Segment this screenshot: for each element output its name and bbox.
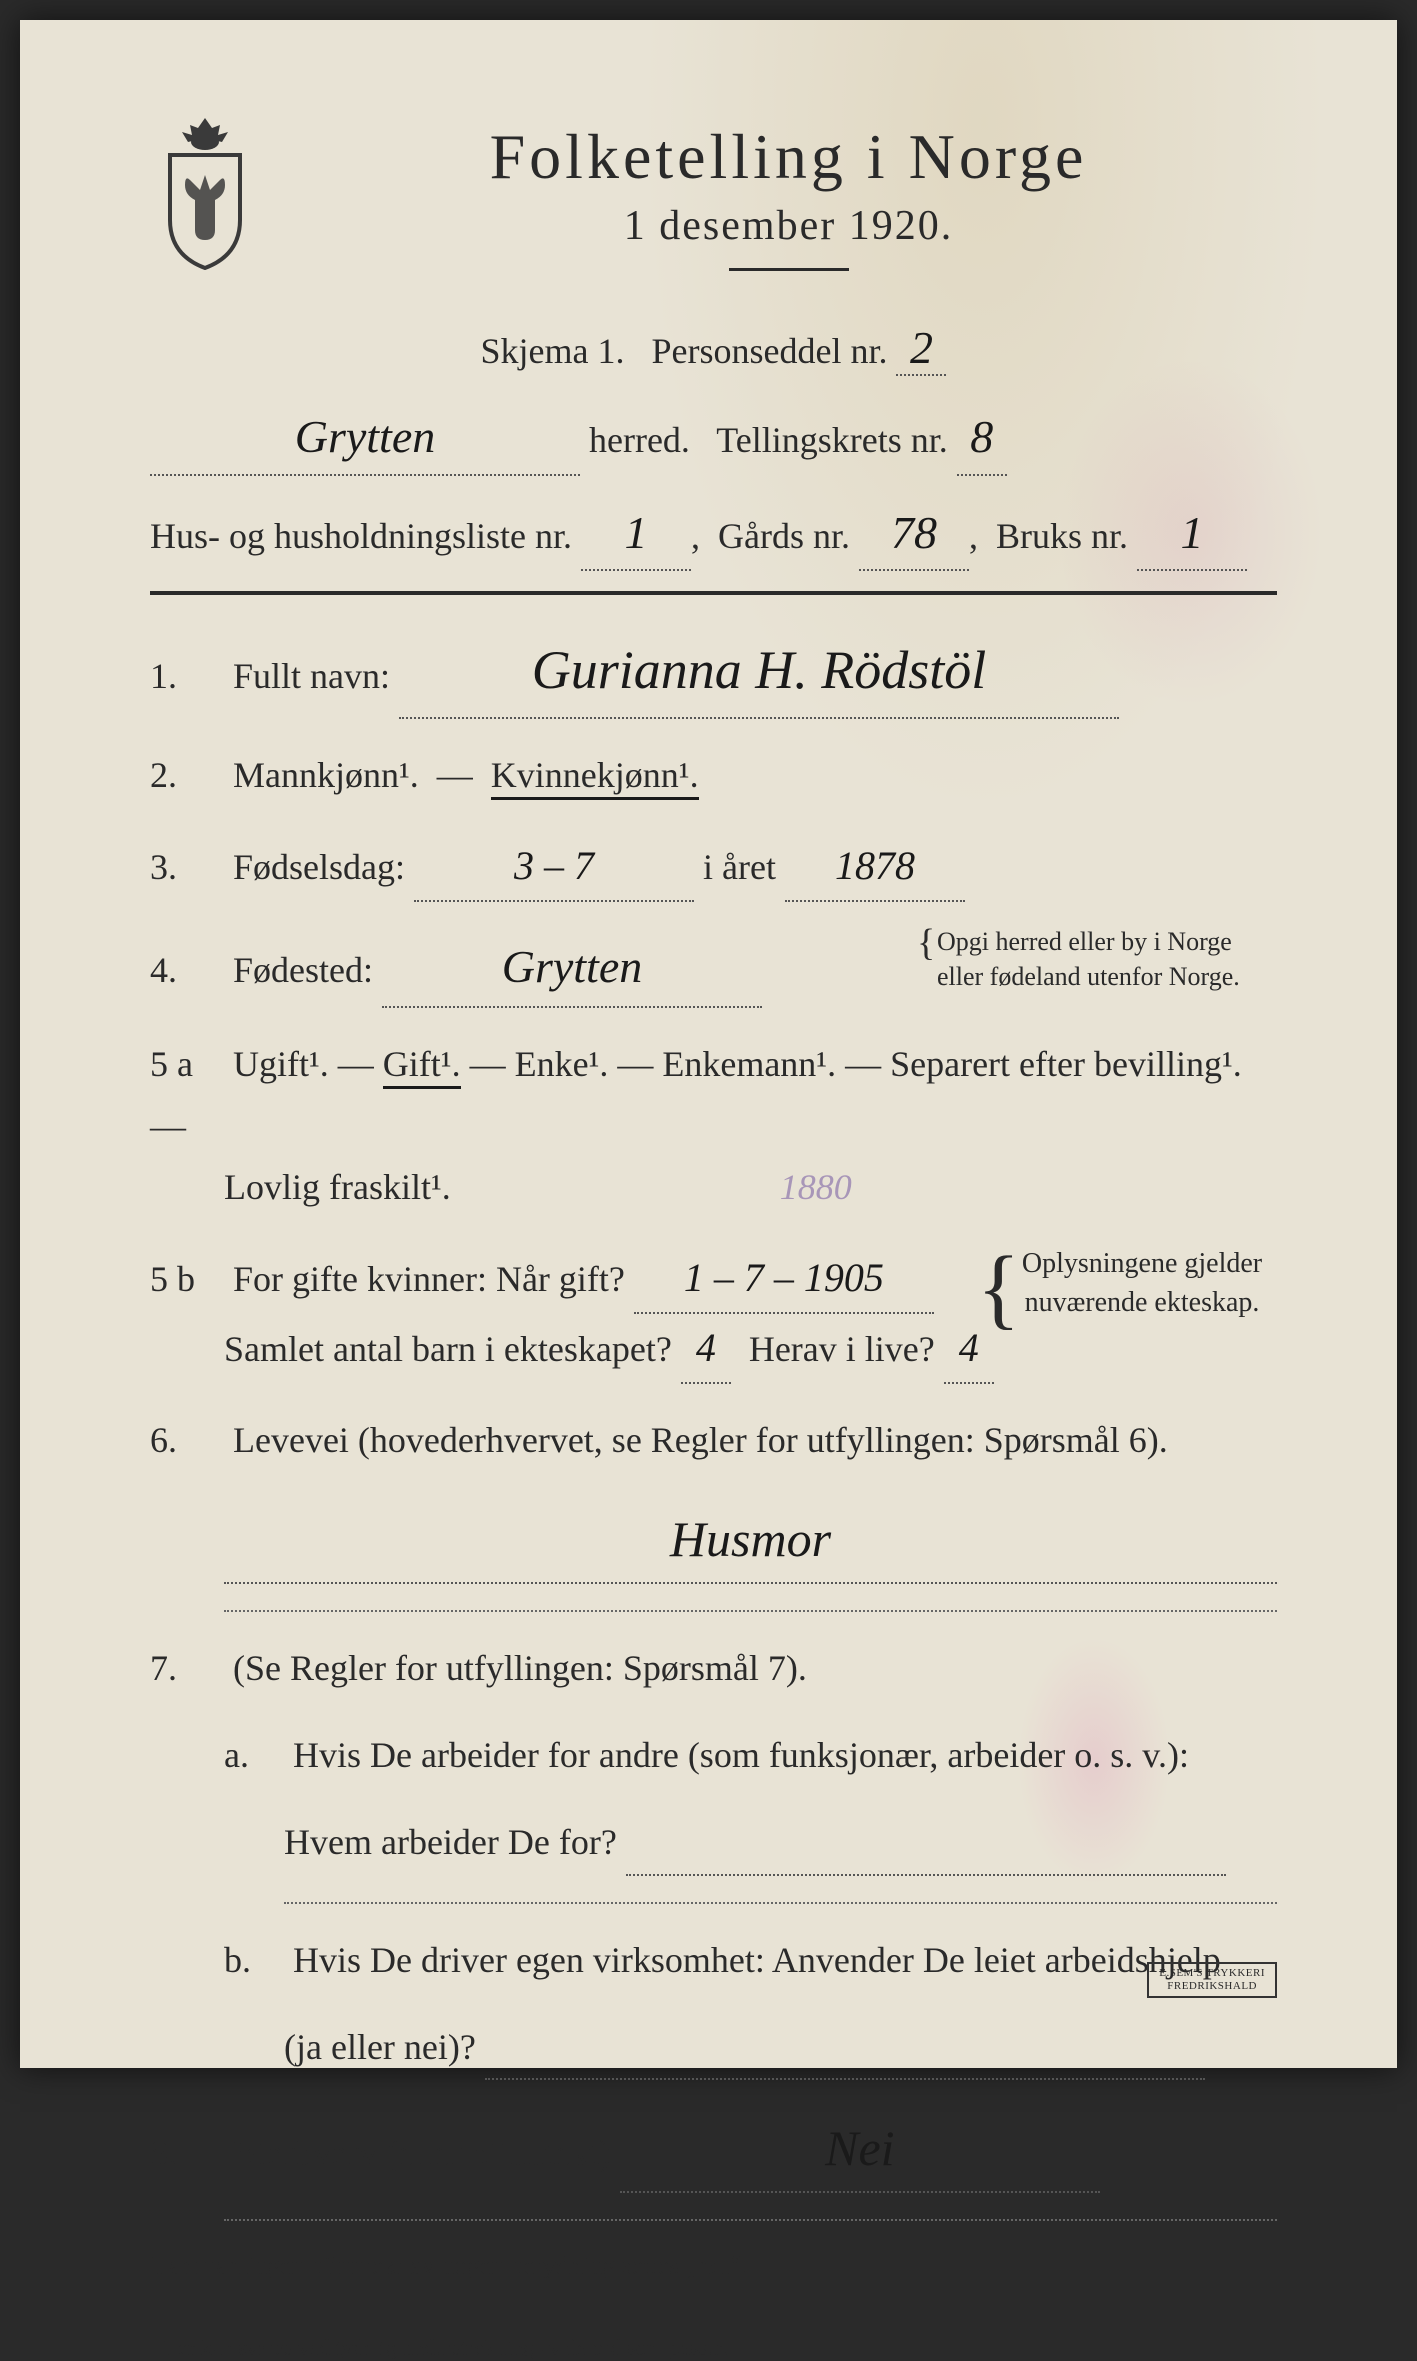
footer-rule bbox=[150, 2295, 1277, 2297]
coat-of-arms-icon bbox=[150, 110, 260, 270]
header: Folketelling i Norge 1 desember 1920. bbox=[150, 120, 1277, 301]
q7a-blank bbox=[626, 1812, 1226, 1875]
census-form-page: Folketelling i Norge 1 desember 1920. Sk… bbox=[20, 20, 1397, 2068]
q3-label: Fødselsdag: bbox=[233, 847, 405, 887]
q7a-text1: Hvis De arbeider for andre (som funksjon… bbox=[293, 1735, 1189, 1775]
q5b-brace-note: { Oplysningene gjelder nuværende ekteska… bbox=[1007, 1244, 1277, 1322]
q6-rule bbox=[224, 1610, 1277, 1612]
main-title: Folketelling i Norge bbox=[300, 120, 1277, 194]
footnote-sep bbox=[150, 2321, 350, 2323]
q7b-row: b. Hvis De driver egen virksomhet: Anven… bbox=[150, 1930, 1277, 1991]
q7a-num: a. bbox=[224, 1725, 284, 1786]
q5b-label1: For gifte kvinner: Når gift? bbox=[233, 1259, 625, 1299]
q7a-text2: Hvem arbeider De for? bbox=[284, 1822, 617, 1862]
gards-nr: 78 bbox=[859, 496, 969, 572]
q5a-faded: 1880 bbox=[780, 1167, 852, 1207]
q3-year-label: i året bbox=[703, 847, 776, 887]
q5b-children: 4 bbox=[681, 1314, 731, 1384]
skjema-label: Skjema 1. bbox=[481, 331, 625, 371]
printer-stamp: E.SEM'S TRYKKERI FREDRIKSHALD bbox=[1147, 1962, 1277, 1998]
q2-mann: Mannkjønn¹. bbox=[233, 755, 419, 795]
q6-num: 6. bbox=[150, 1410, 224, 1471]
q1-value: Gurianna H. Rödstöl bbox=[399, 625, 1119, 719]
bruks-label: Bruks nr. bbox=[996, 516, 1128, 556]
gards-label: Gårds nr. bbox=[718, 516, 850, 556]
meta-hus-line: Hus- og husholdningsliste nr. 1, Gårds n… bbox=[150, 496, 1277, 572]
tellingskrets-label: Tellingskrets nr. bbox=[716, 420, 947, 460]
footnote-text: ¹ Her kan svares ved tydelig understrekn… bbox=[150, 2335, 1277, 2361]
q5a-line2: Lovlig fraskilt¹. bbox=[224, 1167, 451, 1207]
q6-row: 6. Levevei (hovederhvervet, se Regler fo… bbox=[150, 1410, 1277, 1471]
q2-row: 2. Mannkjønn¹. — Kvinnekjønn¹. bbox=[150, 745, 1277, 806]
q8-rule bbox=[224, 2219, 1277, 2221]
q5b-marriage: 1 – 7 – 1905 bbox=[634, 1244, 934, 1314]
q3-num: 3. bbox=[150, 837, 224, 898]
q3-year: 1878 bbox=[785, 832, 965, 902]
q8-row: 8. Bierhverv (eller biinntekt) Nei bbox=[150, 2106, 1277, 2193]
q7b-num: b. bbox=[224, 1930, 284, 1991]
q6-value-row: Husmor bbox=[224, 1497, 1277, 1584]
title-rule bbox=[729, 268, 849, 271]
q5a-row: 5 a Ugift¹. — Gift¹. — Enke¹. — Enkemann… bbox=[150, 1034, 1277, 1218]
meta-skjema: Skjema 1. Personseddel nr. 2 bbox=[150, 321, 1277, 376]
q6-value: Husmor bbox=[224, 1497, 1277, 1584]
q2-num: 2. bbox=[150, 745, 224, 806]
footnote-content: ¹ Her kan svares ved tydelig understrekn… bbox=[150, 2335, 728, 2360]
q7a-row2: Hvem arbeider De for? bbox=[284, 1812, 1277, 1875]
q4-value: Grytten bbox=[382, 928, 762, 1008]
q6-label: Levevei (hovederhvervet, se Regler for u… bbox=[233, 1420, 1168, 1460]
q4-label: Fødested: bbox=[233, 950, 373, 990]
stamp-line2: FREDRIKSHALD bbox=[1167, 1980, 1257, 1992]
q7b-row2: (ja eller nei)? bbox=[284, 2017, 1277, 2080]
q5b-num: 5 b bbox=[150, 1249, 224, 1310]
q5b-label3: Herav i live? bbox=[749, 1329, 935, 1369]
stamp-line1: E.SEM'S TRYKKERI bbox=[1159, 1967, 1265, 1979]
q7b-text2: (ja eller nei)? bbox=[284, 2027, 476, 2067]
q7b-blank bbox=[485, 2017, 1205, 2080]
q3-day: 3 – 7 bbox=[414, 832, 694, 902]
q1-label: Fullt navn: bbox=[233, 656, 390, 696]
q5a-gift: Gift¹. bbox=[383, 1044, 461, 1089]
q7a-rule bbox=[284, 1902, 1277, 1904]
q7-label: (Se Regler for utfyllingen: Spørsmål 7). bbox=[233, 1648, 807, 1688]
q5b-row: 5 b For gifte kvinner: Når gift? 1 – 7 –… bbox=[150, 1244, 1277, 1384]
personseddel-nr: 2 bbox=[896, 321, 946, 376]
q7a-row: a. Hvis De arbeider for andre (som funks… bbox=[150, 1725, 1277, 1786]
q1-num: 1. bbox=[150, 646, 224, 707]
title-block: Folketelling i Norge 1 desember 1920. bbox=[300, 120, 1277, 301]
q7-num: 7. bbox=[150, 1638, 224, 1699]
q5b-note-text: Oplysningene gjelder nuværende ekteskap. bbox=[1022, 1248, 1262, 1318]
q8-label: Bierhverv (eller biinntekt) bbox=[233, 2133, 611, 2173]
brace-icon: { bbox=[977, 1244, 1020, 1334]
meta-herred-line: Grytten herred. Tellingskrets nr. 8 bbox=[150, 400, 1277, 476]
husliste-nr: 1 bbox=[581, 496, 691, 572]
footer-note: Har man ingen biinntekt av nogen betydni… bbox=[150, 2251, 1277, 2281]
q4-note-text: Opgi herred eller by i Norge eller fødel… bbox=[937, 927, 1240, 991]
q2-dash: — bbox=[437, 755, 473, 795]
q4-num: 4. bbox=[150, 940, 224, 1001]
q4-row: 4. Fødested: Grytten { Opgi herred eller… bbox=[150, 928, 1277, 1008]
personseddel-label: Personseddel nr. bbox=[652, 331, 888, 371]
q7b-text1: Hvis De driver egen virksomhet: Anvender… bbox=[293, 1940, 1221, 1980]
q1-row: 1. Fullt navn: Gurianna H. Rödstöl bbox=[150, 625, 1277, 719]
subtitle: 1 desember 1920. bbox=[300, 202, 1277, 250]
q7-row: 7. (Se Regler for utfyllingen: Spørsmål … bbox=[150, 1638, 1277, 1699]
q8-num: 8. bbox=[150, 2123, 224, 2184]
herred-value: Grytten bbox=[150, 400, 580, 476]
q5a-opts: Ugift¹. — bbox=[233, 1044, 383, 1084]
q4-sidenote: { Opgi herred eller by i Norge eller fød… bbox=[937, 924, 1277, 994]
q2-kvinne: Kvinnekjønn¹. bbox=[491, 755, 699, 800]
tellingskrets-nr: 8 bbox=[957, 400, 1007, 476]
q8-value: Nei bbox=[620, 2106, 1100, 2193]
bruks-nr: 1 bbox=[1137, 496, 1247, 572]
herred-label: herred. bbox=[589, 420, 690, 460]
q3-row: 3. Fødselsdag: 3 – 7 i året 1878 bbox=[150, 832, 1277, 902]
q5b-label2: Samlet antal barn i ekteskapet? bbox=[224, 1329, 672, 1369]
thick-rule bbox=[150, 591, 1277, 595]
husliste-label: Hus- og husholdningsliste nr. bbox=[150, 516, 572, 556]
q5a-num: 5 a bbox=[150, 1034, 224, 1095]
